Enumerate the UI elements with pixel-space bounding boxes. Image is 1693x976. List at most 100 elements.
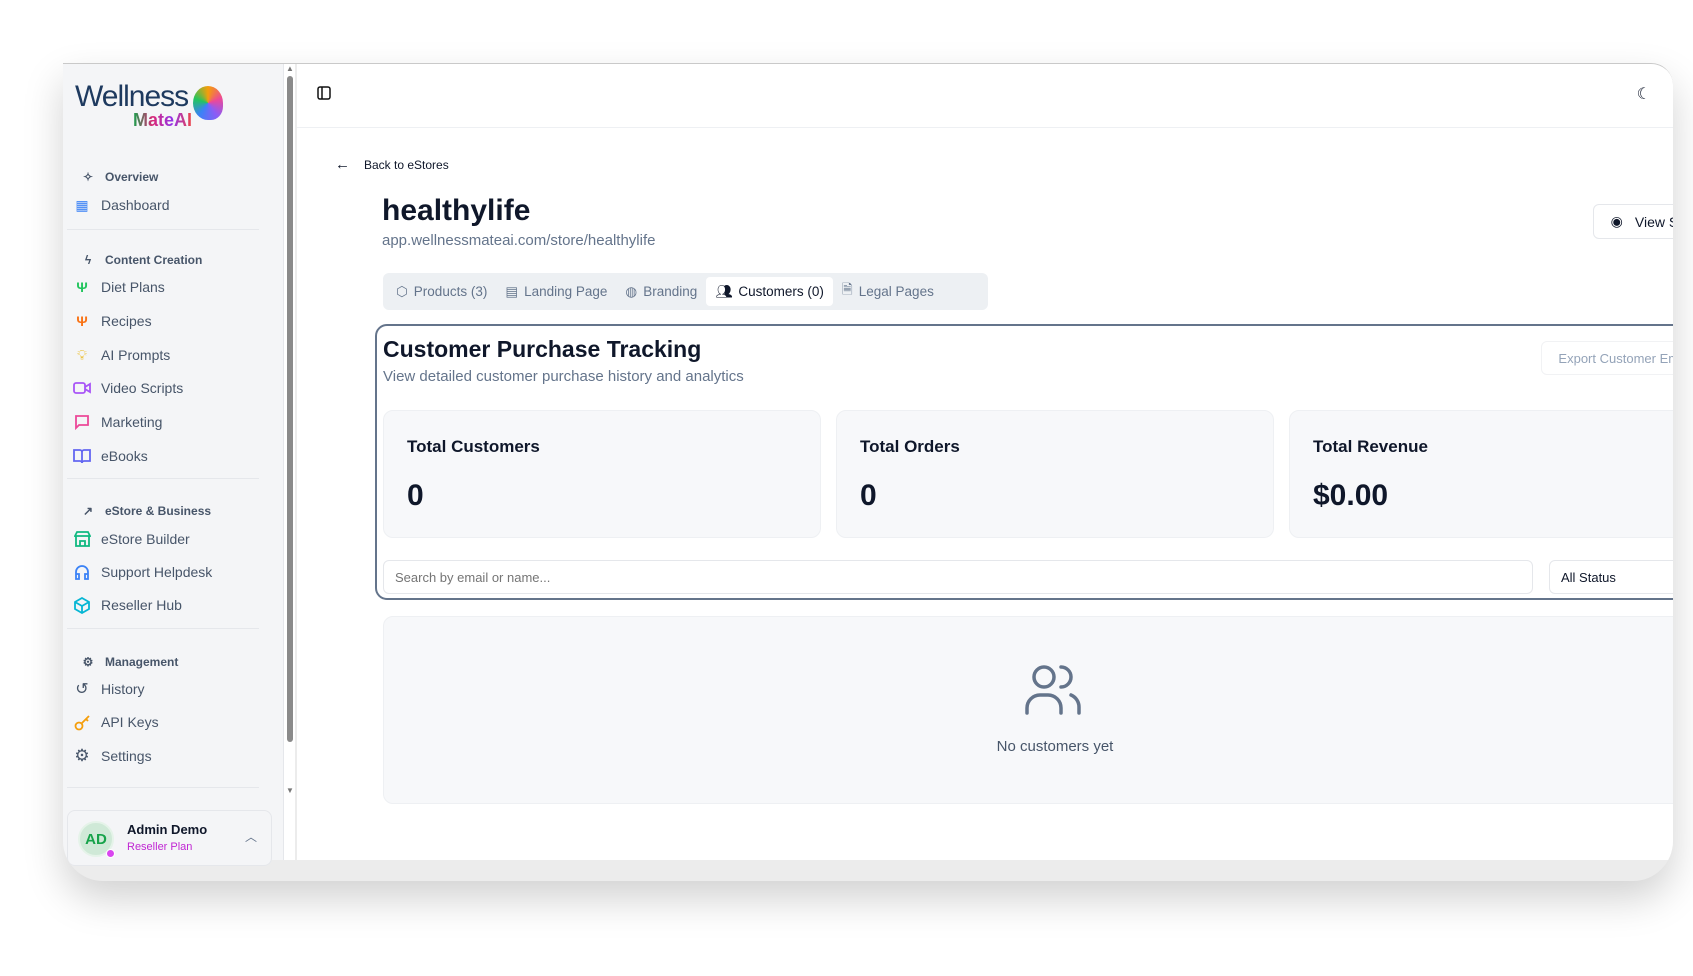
- package-icon: [73, 596, 91, 614]
- back-link[interactable]: ← Back to eStores: [335, 156, 449, 173]
- top-header: ☾: [297, 64, 1673, 128]
- sidebar-item-support-helpdesk[interactable]: Support Helpdesk: [69, 557, 269, 587]
- stat-value: 0: [407, 479, 424, 512]
- zap-icon: ϟ: [84, 253, 92, 267]
- sidebar-scrollbar[interactable]: ▲ ▼: [284, 64, 295, 860]
- customer-search-input[interactable]: [383, 560, 1533, 594]
- section-content-creation: ϟ Content Creation: [79, 251, 203, 269]
- tab-landing-page[interactable]: ▤ Landing Page: [496, 277, 616, 306]
- back-label: Back to eStores: [364, 157, 449, 172]
- layout-icon: ▤: [505, 283, 519, 299]
- gear-icon: ⚙: [74, 746, 90, 765]
- scrollbar-thumb[interactable]: [287, 76, 293, 742]
- sidebar-item-label: Marketing: [101, 414, 163, 430]
- grid-icon: ▦: [75, 196, 89, 213]
- app-window: Wellness MateAI ✧ Overview ▦ Dashboard ϟ Co…: [63, 63, 1673, 881]
- stat-total-revenue: Total Revenue $0.00: [1289, 410, 1673, 538]
- divider: [67, 478, 259, 479]
- sidebar-item-label: Dashboard: [101, 197, 170, 213]
- store-url: app.wellnessmateai.com/store/healthylife: [382, 232, 656, 249]
- scroll-down-icon[interactable]: ▼: [286, 786, 294, 795]
- sidebar-item-label: Support Helpdesk: [101, 564, 213, 580]
- sidebar-item-label: Diet Plans: [101, 279, 165, 295]
- sidebar-item-label: Reseller Hub: [101, 597, 182, 613]
- palette-icon: ◍: [625, 283, 638, 299]
- status-filter-value: All Status: [1561, 569, 1616, 585]
- status-filter-select[interactable]: All Status⌄: [1549, 560, 1673, 594]
- section-management: ⚙ Management: [79, 653, 179, 671]
- user-menu[interactable]: AD Admin Demo Reseller Plan ︿: [67, 810, 272, 866]
- store-icon: [73, 530, 91, 548]
- tab-branding[interactable]: ◍ Branding: [616, 277, 706, 306]
- sidebar-item-settings[interactable]: ⚙ Settings: [69, 741, 269, 771]
- divider: [67, 628, 259, 629]
- message-square-icon: [73, 413, 91, 431]
- store-tabs: ⬡ Products (3) ▤ Landing Page ◍ Branding 👥︎…: [383, 273, 988, 310]
- tab-customers[interactable]: 👥︎ Customers (0): [706, 277, 833, 306]
- trending-up-icon: ↗: [82, 504, 94, 518]
- history-icon: ↺: [75, 681, 89, 698]
- tab-label: Products (3): [413, 284, 488, 299]
- divider: [67, 787, 259, 788]
- tab-legal-pages[interactable]: 🗎︎ Legal Pages: [833, 277, 943, 306]
- sidebar-item-diet-plans[interactable]: Ψ Diet Plans: [69, 272, 269, 302]
- tab-label: Branding: [643, 284, 698, 299]
- tab-label: Customers (0): [738, 284, 824, 299]
- sidebar-item-dashboard[interactable]: ▦ Dashboard: [69, 190, 269, 220]
- sidebar-item-ebooks[interactable]: eBooks: [69, 441, 269, 471]
- sidebar-item-estore-builder[interactable]: eStore Builder: [69, 524, 269, 554]
- sidebar-item-label: eStore Builder: [101, 531, 190, 547]
- file-text-icon: 🗎︎: [841, 282, 853, 297]
- sidebar-item-label: Recipes: [101, 313, 152, 329]
- stat-total-customers: Total Customers 0: [383, 410, 821, 538]
- sidebar-item-label: Video Scripts: [101, 380, 184, 396]
- users-icon: [1024, 663, 1082, 720]
- sidebar-item-ai-prompts[interactable]: 💡︎ AI Prompts: [69, 340, 269, 370]
- arrow-left-icon: ←: [335, 156, 350, 173]
- users-icon: 👥︎: [715, 283, 733, 299]
- package-icon: ⬡: [396, 283, 408, 299]
- section-label: Content Creation: [105, 253, 203, 267]
- empty-message: No customers yet: [996, 738, 1114, 755]
- stat-value: 0: [860, 479, 877, 512]
- sidebar-item-api-keys[interactable]: API Keys: [69, 707, 269, 737]
- logo-subtitle: MateAI: [133, 110, 193, 130]
- customer-tracking-card: Customer Purchase Tracking View detailed…: [375, 324, 1673, 600]
- logo-head-icon: [193, 86, 223, 120]
- sidebar-item-label: API Keys: [101, 714, 159, 730]
- stat-label: Total Orders: [860, 437, 960, 456]
- sidebar-item-reseller-hub[interactable]: Reseller Hub: [69, 590, 269, 620]
- sidebar-item-marketing[interactable]: Marketing: [69, 407, 269, 437]
- user-name: Admin Demo: [127, 822, 208, 837]
- sidebar-item-video-scripts[interactable]: Video Scripts: [69, 373, 269, 403]
- sidebar-item-history[interactable]: ↺ History: [69, 674, 269, 704]
- section-label: eStore & Business: [105, 504, 212, 518]
- divider: [67, 229, 259, 230]
- sparkles-icon: ✧: [82, 170, 94, 184]
- section-label: Overview: [105, 170, 159, 184]
- stat-label: Total Customers: [407, 437, 540, 456]
- utensils-icon: Ψ: [76, 313, 88, 329]
- lightbulb-icon: 💡︎: [77, 346, 87, 363]
- tab-products[interactable]: ⬡ Products (3): [387, 277, 496, 306]
- moon-icon[interactable]: ☾: [1636, 86, 1651, 103]
- sidebar-item-label: Settings: [101, 748, 152, 764]
- avatar: AD: [78, 821, 114, 857]
- view-store-label: View Store: [1634, 213, 1673, 230]
- tab-label: Landing Page: [524, 284, 608, 299]
- key-icon: [73, 713, 91, 731]
- view-store-button[interactable]: ◉ View Store: [1593, 204, 1673, 239]
- headphones-icon: [73, 563, 91, 581]
- logo[interactable]: Wellness MateAI: [75, 80, 223, 130]
- section-overview: ✧ Overview: [79, 168, 158, 186]
- user-plan: Reseller Plan: [127, 841, 193, 853]
- sidebar-toggle-icon[interactable]: [317, 86, 331, 105]
- sidebar-item-recipes[interactable]: Ψ Recipes: [69, 306, 269, 336]
- tab-label: Legal Pages: [858, 284, 934, 299]
- chevron-up-icon: ︿: [244, 830, 257, 844]
- main-content: ☾ ← Back to eStores healthylife app.welln…: [297, 64, 1673, 860]
- status-dot: [106, 849, 115, 858]
- card-subtitle: View detailed customer purchase history …: [383, 368, 744, 385]
- scroll-up-icon[interactable]: ▲: [286, 64, 294, 73]
- export-emails-button[interactable]: Export Customer Emails: [1541, 341, 1673, 375]
